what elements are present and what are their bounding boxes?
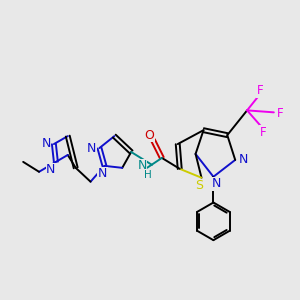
Text: N: N [98,167,107,180]
Text: N: N [238,153,248,167]
Text: F: F [257,84,263,97]
Text: F: F [277,107,283,120]
Text: F: F [260,126,266,139]
Text: H: H [144,170,152,180]
Text: N: N [46,163,56,176]
Text: N: N [41,136,51,150]
Text: N: N [87,142,96,154]
Text: O: O [144,129,154,142]
Text: S: S [196,179,203,192]
Text: N: N [137,159,147,172]
Text: N: N [212,177,221,190]
